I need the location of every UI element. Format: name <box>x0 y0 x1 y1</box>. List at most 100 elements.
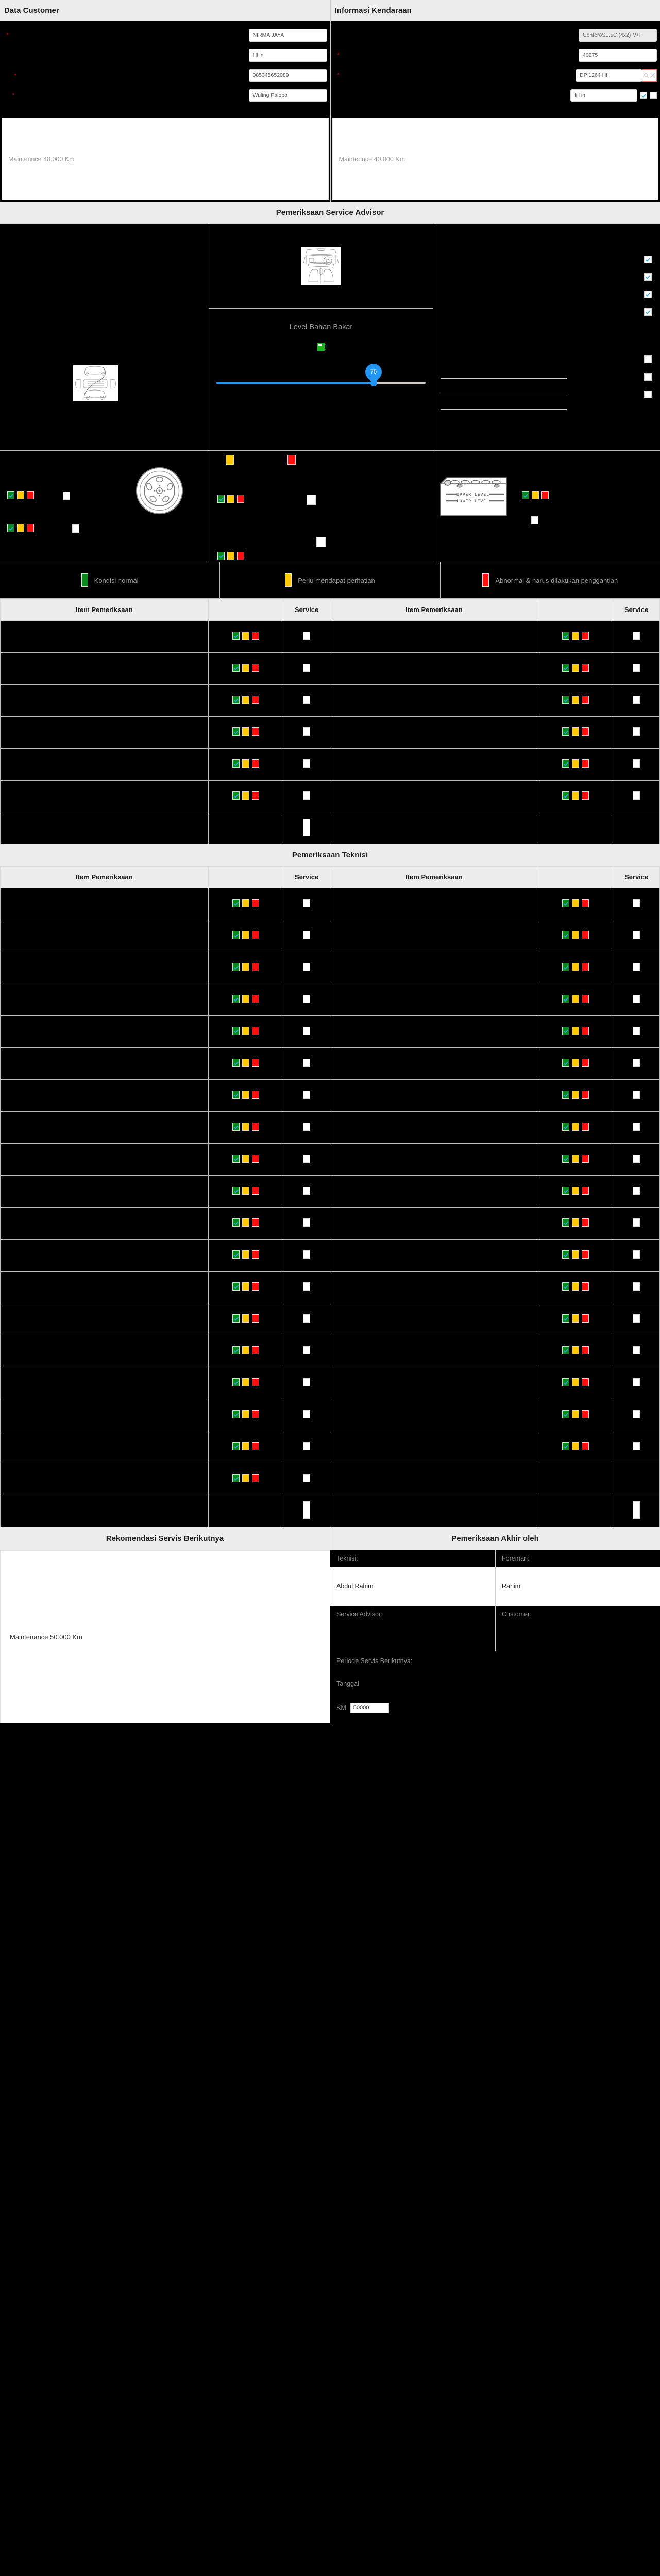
status-picker[interactable] <box>562 727 589 736</box>
vehicle-extra-input[interactable]: fill in <box>570 89 637 102</box>
status-green-selected[interactable] <box>562 1378 570 1386</box>
status-green-selected[interactable] <box>232 1474 240 1482</box>
status-green-selected[interactable] <box>562 1282 570 1291</box>
service-checkbox[interactable] <box>72 524 79 533</box>
service-checkbox[interactable] <box>303 1378 311 1386</box>
status-red[interactable] <box>252 1218 260 1227</box>
status-green-selected[interactable] <box>562 1314 570 1323</box>
service-checkbox[interactable] <box>633 1250 640 1259</box>
status-yellow[interactable] <box>572 931 580 939</box>
status-yellow[interactable] <box>242 1091 250 1099</box>
status-picker[interactable] <box>562 759 589 768</box>
status-picker[interactable] <box>232 963 260 971</box>
status-picker[interactable] <box>232 664 260 672</box>
status-yellow-standalone[interactable] <box>226 455 234 465</box>
service-checkbox[interactable] <box>303 1218 311 1227</box>
status-picker[interactable] <box>7 491 34 502</box>
status-yellow[interactable] <box>242 1155 250 1163</box>
status-picker[interactable] <box>232 632 260 640</box>
plate-search-button[interactable] <box>642 69 657 82</box>
status-green-selected[interactable] <box>232 1346 240 1354</box>
status-red[interactable] <box>582 1059 589 1067</box>
status-picker[interactable] <box>232 931 260 939</box>
status-picker[interactable] <box>232 1378 260 1386</box>
status-picker[interactable] <box>562 791 589 800</box>
status-picker[interactable] <box>562 1027 589 1035</box>
status-green-selected[interactable] <box>232 1027 240 1035</box>
service-checkbox[interactable] <box>633 899 640 907</box>
status-picker[interactable] <box>232 727 260 736</box>
underline-field[interactable] <box>441 378 567 379</box>
service-checkbox[interactable] <box>633 759 640 768</box>
service-checkbox[interactable] <box>633 1059 640 1067</box>
service-checkbox[interactable] <box>303 1091 311 1099</box>
service-checkbox[interactable] <box>633 664 640 672</box>
status-picker[interactable] <box>217 495 244 505</box>
service-checkbox[interactable] <box>303 1250 311 1259</box>
service-checkbox[interactable] <box>303 1474 311 1482</box>
service-checkbox[interactable] <box>633 1123 640 1131</box>
status-red-standalone[interactable] <box>287 455 296 465</box>
service-checkbox[interactable] <box>307 495 316 505</box>
status-red[interactable] <box>582 727 589 736</box>
status-picker[interactable] <box>217 552 244 563</box>
status-green-selected[interactable] <box>232 632 240 640</box>
status-red[interactable] <box>252 1250 260 1259</box>
vehicle-option-checkbox-checked[interactable] <box>640 92 647 99</box>
status-green-selected[interactable] <box>562 759 570 768</box>
status-picker[interactable] <box>232 1442 260 1450</box>
status-red[interactable] <box>252 995 260 1003</box>
status-yellow[interactable] <box>242 1218 250 1227</box>
service-checkbox[interactable] <box>633 727 640 736</box>
status-picker[interactable] <box>232 1059 260 1067</box>
status-green-selected[interactable] <box>562 1410 570 1418</box>
status-yellow[interactable] <box>572 1346 580 1354</box>
status-yellow[interactable] <box>572 1378 580 1386</box>
status-green-selected[interactable] <box>232 696 240 704</box>
status-picker[interactable] <box>232 696 260 704</box>
status-red[interactable] <box>252 1346 260 1354</box>
status-green-selected[interactable] <box>232 1155 240 1163</box>
status-red[interactable] <box>582 1123 589 1131</box>
status-yellow[interactable] <box>242 899 250 907</box>
service-checkbox[interactable] <box>303 1410 311 1418</box>
status-green-selected[interactable] <box>217 552 225 560</box>
service-checkbox[interactable] <box>633 1027 640 1035</box>
status-picker[interactable] <box>232 1410 260 1418</box>
status-red[interactable] <box>252 1474 260 1482</box>
service-checkbox[interactable] <box>303 1187 311 1195</box>
status-green-selected[interactable] <box>232 1378 240 1386</box>
service-checkbox[interactable] <box>303 931 311 939</box>
status-yellow[interactable] <box>242 1474 250 1482</box>
status-green-selected[interactable] <box>562 1123 570 1131</box>
service-checkbox[interactable] <box>303 1123 311 1131</box>
status-yellow[interactable] <box>242 963 250 971</box>
status-picker[interactable] <box>562 696 589 704</box>
customer-name-input[interactable]: NIRMA JAYA <box>248 28 327 42</box>
status-yellow[interactable] <box>242 1410 250 1418</box>
sa-vehicle-diagram-panel[interactable] <box>0 224 209 450</box>
km-input[interactable]: 50000 <box>350 1703 389 1713</box>
fuel-level-slider[interactable]: 75 <box>216 360 426 392</box>
service-checkbox[interactable] <box>303 899 311 907</box>
status-red[interactable] <box>252 1155 260 1163</box>
status-yellow[interactable] <box>572 1250 580 1259</box>
status-picker[interactable] <box>232 1250 260 1259</box>
status-picker[interactable] <box>562 995 589 1003</box>
status-yellow[interactable] <box>242 1123 250 1131</box>
status-picker[interactable] <box>562 1123 589 1131</box>
status-picker[interactable] <box>232 1155 260 1163</box>
service-checkbox[interactable] <box>63 491 70 500</box>
sa-checkbox-unchecked[interactable] <box>644 391 652 398</box>
service-checkbox[interactable] <box>633 1187 640 1195</box>
service-checkbox[interactable] <box>633 1314 640 1323</box>
status-green-selected[interactable] <box>562 664 570 672</box>
status-yellow[interactable] <box>242 1282 250 1291</box>
customer-phone-input[interactable]: 085345652089 <box>248 69 327 82</box>
status-red[interactable] <box>582 931 589 939</box>
status-red[interactable] <box>582 1218 589 1227</box>
service-checkbox[interactable] <box>633 696 640 704</box>
status-red[interactable] <box>582 1410 589 1418</box>
status-yellow[interactable] <box>572 995 580 1003</box>
status-red[interactable] <box>582 759 589 768</box>
